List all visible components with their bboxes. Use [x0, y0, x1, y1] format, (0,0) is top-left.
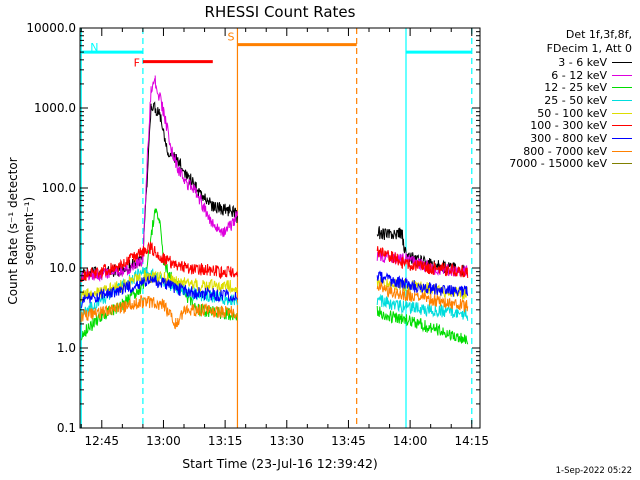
x-tick-label: 14:15	[454, 434, 489, 448]
legend-swatch	[612, 163, 632, 165]
series-line	[80, 282, 469, 330]
x-tick-label: 12:45	[84, 434, 119, 448]
legend-entry-label: 6 - 12 keV	[551, 68, 607, 82]
chart-title: RHESSI Count Rates	[204, 3, 356, 21]
x-tick-label: 13:45	[331, 434, 366, 448]
legend-entry-label: 3 - 6 keV	[558, 55, 607, 69]
y-tick-label: 1.0	[57, 341, 76, 355]
legend-entry: 25 - 50 keV	[509, 94, 632, 107]
legend-swatch	[612, 99, 632, 101]
legend-swatch	[612, 125, 632, 127]
y-tick-label: 10.0	[49, 261, 76, 275]
interval-label: S	[227, 31, 234, 44]
legend-entry: 6 - 12 keV	[509, 69, 632, 82]
legend-entry-label: 800 - 7000 keV	[523, 144, 607, 158]
legend-entry-label: 7000 - 15000 keV	[509, 157, 607, 171]
y-tick-label: 1000.0	[34, 101, 76, 115]
legend: Det 1f,3f,8f, FDecim 1, Att 0 3 - 6 keV 6…	[509, 28, 632, 170]
legend-entry-label: 50 - 100 keV	[537, 106, 607, 120]
legend-entry: 12 - 25 keV	[509, 81, 632, 94]
y-axis-ticks: 0.1 1.0 10.0 100.0 1000.0 10000.0	[26, 21, 480, 435]
legend-entry: 100 - 300 keV	[509, 119, 632, 132]
legend-entry-label: 300 - 800 keV	[530, 131, 607, 145]
x-axis-ticks: 12:45 13:00 13:15 13:30 13:45 14:00 14:15	[80, 28, 489, 448]
y-tick-label: 10000.0	[26, 21, 76, 35]
legend-swatch	[612, 61, 632, 63]
legend-entries: 3 - 6 keV 6 - 12 keV 12 - 25 keV 25 - 50 ke…	[509, 56, 632, 170]
time-interval-bars: N F S	[81, 31, 472, 70]
legend-entry: 300 - 800 keV	[509, 132, 632, 145]
legend-entry-label: 100 - 300 keV	[530, 119, 607, 133]
x-tick-label: 14:00	[393, 434, 428, 448]
y-tick-label: 100.0	[42, 181, 76, 195]
legend-swatch	[612, 87, 632, 89]
x-axis-label: Start Time (23-Jul-16 12:39:42)	[182, 456, 378, 471]
series-lines	[80, 75, 469, 345]
legend-swatch	[612, 150, 632, 152]
legend-entry: 7000 - 15000 keV	[509, 157, 632, 171]
legend-entry-label: 12 - 25 keV	[544, 81, 607, 95]
y-tick-label: 0.1	[57, 421, 76, 435]
x-tick-label: 13:30	[269, 434, 304, 448]
x-tick-label: 13:15	[208, 434, 243, 448]
vertical-markers	[80, 28, 473, 428]
series-line	[80, 270, 469, 309]
date-stamp: 1-Sep-2022 05:22	[555, 466, 632, 476]
interval-label: N	[90, 41, 98, 54]
series-line	[80, 241, 469, 283]
plot-frame	[79, 27, 481, 429]
legend-entry: 50 - 100 keV	[509, 107, 632, 120]
legend-header-line: Det 1f,3f,8f,	[565, 28, 632, 41]
x-tick-label: 13:00	[146, 434, 181, 448]
legend-swatch	[612, 137, 632, 139]
legend-swatch	[612, 112, 632, 114]
interval-label: F	[134, 57, 140, 70]
legend-header-line: FDecim 1, Att 0	[546, 42, 632, 55]
legend-swatch	[612, 74, 632, 76]
legend-entry: 800 - 7000 keV	[509, 145, 632, 158]
legend-entry: 3 - 6 keV	[509, 56, 632, 69]
legend-entry-label: 25 - 50 keV	[544, 93, 607, 107]
